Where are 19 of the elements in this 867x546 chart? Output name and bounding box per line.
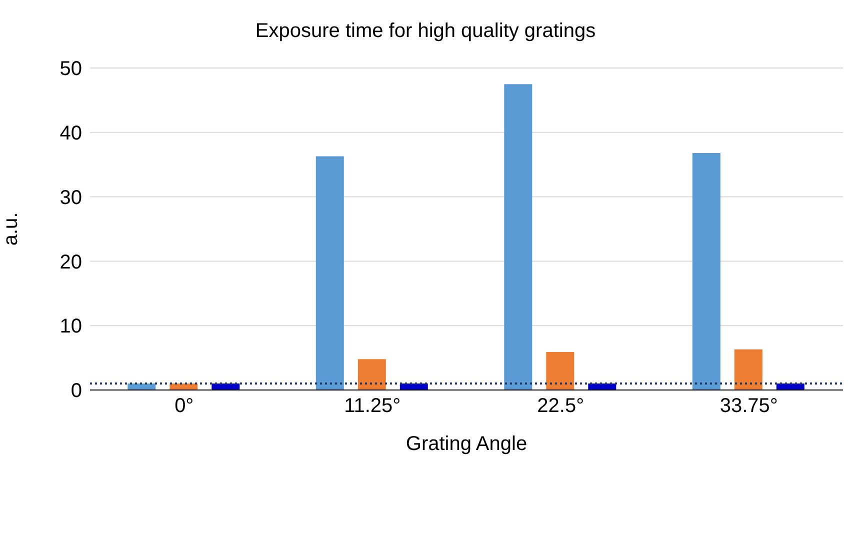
x-tick-label: 33.75° [720, 395, 778, 418]
y-tick-label: 0 [70, 380, 82, 402]
bar [692, 153, 720, 390]
y-tick-label: 30 [60, 186, 82, 209]
x-tick-label: 11.25° [344, 395, 401, 418]
y-tick-label: 50 [60, 58, 82, 80]
bar [316, 156, 344, 390]
y-tick-label: 40 [60, 122, 82, 144]
y-axis-title: a.u. [0, 212, 22, 246]
x-tick-label: 0° [174, 395, 194, 418]
bar [504, 84, 532, 390]
x-axis-title: Grating Angle [406, 433, 528, 455]
x-tick-label: 22.5° [537, 395, 584, 418]
bar [546, 352, 574, 390]
chart-title: Exposure time for high quality gratings [254, 20, 597, 43]
y-tick-label: 20 [60, 251, 82, 274]
bar [358, 359, 386, 390]
bar [734, 349, 762, 390]
y-tick-label: 10 [60, 316, 82, 338]
